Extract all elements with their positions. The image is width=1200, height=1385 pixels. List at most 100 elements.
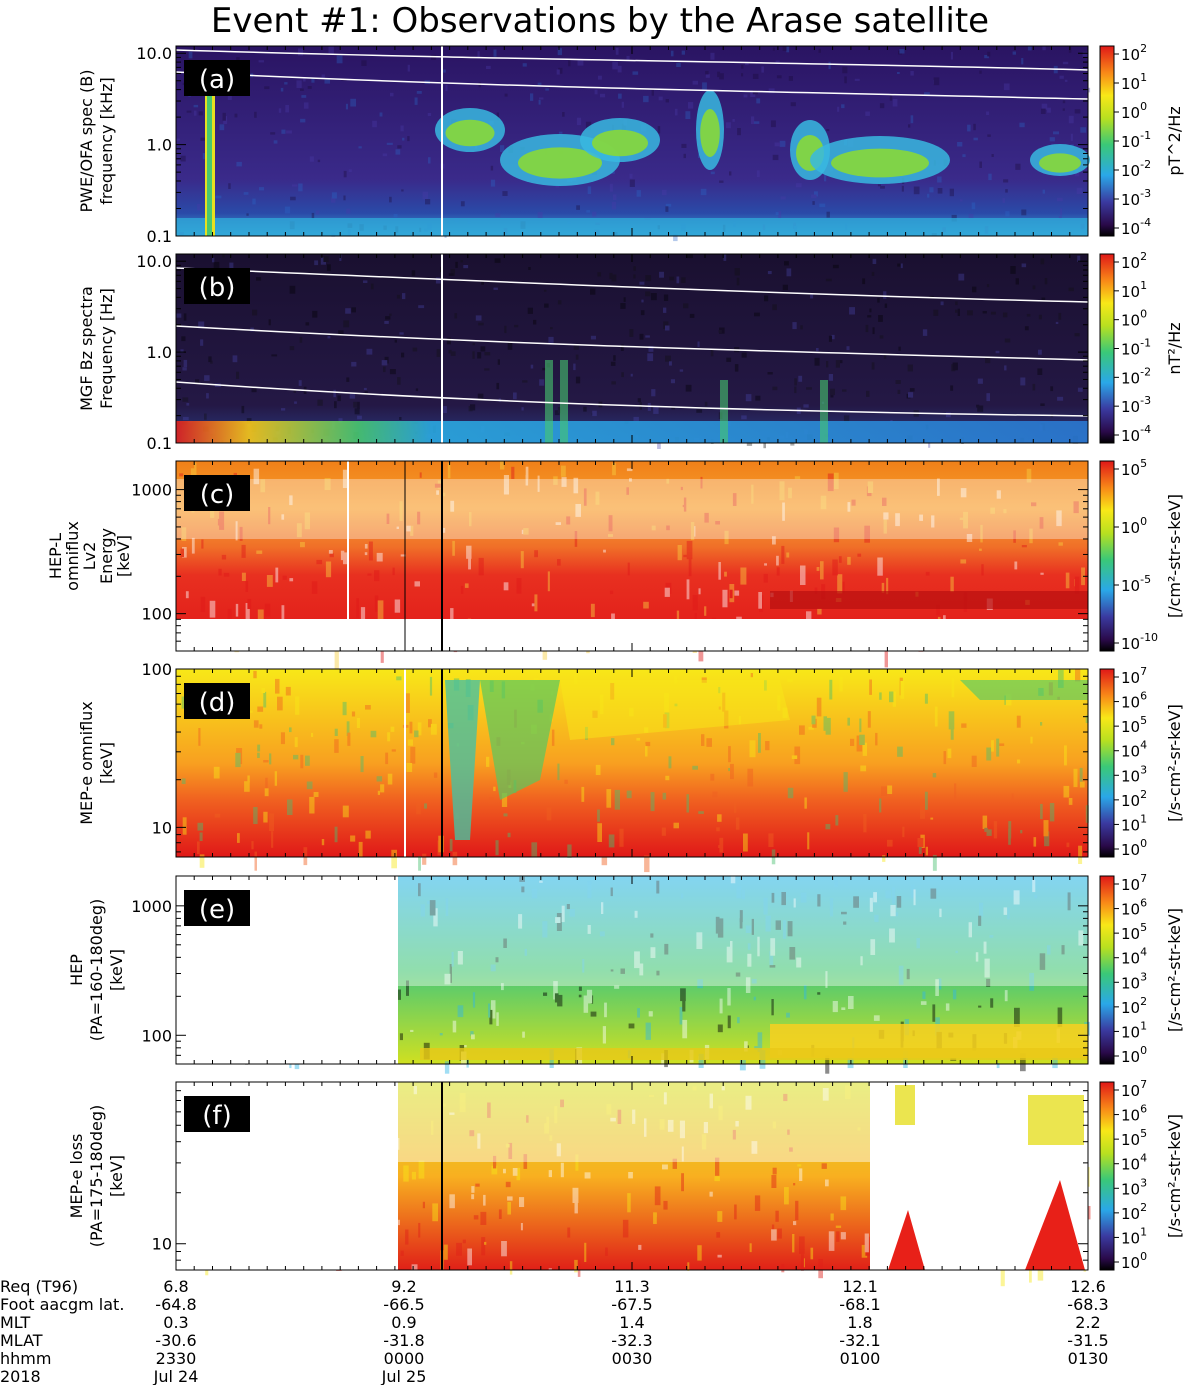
panel-label: (d) (184, 683, 250, 719)
x-tick-value: 11.3 (614, 1277, 650, 1296)
y-tick-label: 0.1 (147, 227, 172, 246)
colorbar-tick-label: 10-10 (1121, 631, 1158, 653)
y-axis-label: (PA=175-180deg) (87, 1105, 106, 1247)
x-tick-value: -68.1 (839, 1295, 880, 1314)
colorbar-label: nT²/Hz (1165, 322, 1184, 374)
colorbar-tick-label: 101 (1121, 279, 1147, 301)
y-axis-label: MEP-e omniflux (77, 701, 96, 825)
y-axis-label: Lv2 (80, 542, 99, 571)
y-axis-label: (PA=160-180deg) (87, 899, 106, 1041)
x-tick-value: 2.2 (1075, 1313, 1100, 1332)
colorbar-tick-label: 107 (1121, 665, 1147, 687)
x-row-label: hhmm (0, 1349, 51, 1368)
x-tick-value: 2330 (156, 1349, 197, 1368)
colorbar-tick-label: 107 (1121, 872, 1147, 894)
y-axis-label: MEP-e loss (67, 1134, 86, 1219)
x-tick-value: 0130 (1068, 1349, 1109, 1368)
colorbar-tick-label: 104 (1121, 946, 1147, 968)
x-tick-value: 12.6 (1070, 1277, 1106, 1296)
x-tick-value: 0.3 (163, 1313, 188, 1332)
y-axis-label: frequency [kHz] (97, 77, 116, 205)
colorbar-tick-label: 103 (1121, 763, 1147, 785)
x-tick-value: Jul 24 (153, 1367, 199, 1385)
x-tick-value: 9.2 (391, 1277, 416, 1296)
colorbar-tick-label: 104 (1121, 1152, 1147, 1174)
panel-label-text: (d) (199, 688, 236, 718)
panel-b: 0.1 1.0 10.0 (b) MGF Bz spectra Frequency [Hz… (77, 250, 1184, 453)
colorbar-label: [/s-cm²-str-keV] (1165, 1114, 1184, 1238)
x-tick-value: -31.8 (383, 1331, 424, 1350)
y-axis-label: HEP-L (46, 533, 65, 579)
y-tick-label: 1000 (131, 481, 172, 500)
colorbar-tick-label: 101 (1121, 71, 1147, 93)
y-axis-label: [keV] (114, 535, 133, 577)
panel-f: 10(f)MEP-e loss (PA=175-180deg) [keV]10710… (67, 1078, 1184, 1287)
panel-label-text: (a) (199, 65, 235, 95)
x-tick-value: 0100 (840, 1349, 881, 1368)
x-row-label: MLT (0, 1313, 31, 1332)
panel-label: (b) (184, 268, 250, 304)
x-tick-value: -67.5 (611, 1295, 652, 1314)
colorbar-tick-label: 103 (1121, 1176, 1147, 1198)
y-tick-label: 10.0 (136, 44, 172, 63)
colorbar-tick-label: 102 (1121, 995, 1147, 1017)
panel-label: (c) (184, 475, 250, 511)
colorbar-tick-label: 10-2 (1121, 365, 1151, 387)
colorbar: 105 100 10-5 10-10 [/cm²-str-s-keV] (1099, 457, 1184, 653)
panel-label-text: (c) (200, 480, 235, 510)
y-tick-label: 1.0 (147, 343, 172, 362)
y-axis-label: [keV] (97, 742, 116, 784)
y-axis-label: [keV] (107, 1155, 126, 1197)
colorbar-tick-label: 101 (1121, 1019, 1147, 1041)
y-axis-label: MGF Bz spectra (77, 286, 96, 411)
colorbar-tick-label: 104 (1121, 739, 1147, 761)
y-tick-label: 0.1 (147, 434, 172, 453)
colorbar-tick-label: 102 (1121, 42, 1147, 64)
y-tick-label: 100 (141, 1026, 172, 1045)
x-tick-value: 6.8 (163, 1277, 188, 1296)
y-tick-label: 10 (152, 818, 172, 837)
colorbar-tick-label: 102 (1121, 1201, 1147, 1223)
x-tick-value: -66.5 (383, 1295, 424, 1314)
y-axis-label: Frequency [Hz] (97, 288, 116, 409)
y-axis-label: omniflux (63, 521, 82, 591)
x-tick-value: 0030 (612, 1349, 653, 1368)
colorbar-tick-label: 10-4 (1121, 423, 1151, 445)
colorbar-tick-label: 100 (1121, 100, 1147, 122)
x-row-label: 2018 (0, 1367, 41, 1385)
colorbar-tick-label: 100 (1121, 515, 1147, 537)
colorbar-tick-label: 100 (1121, 837, 1147, 859)
panel-label-text: (f) (202, 1101, 231, 1131)
colorbar-tick-label: 106 (1121, 690, 1147, 712)
x-tick-value: 12.1 (842, 1277, 878, 1296)
colorbar-tick-label: 10-4 (1121, 216, 1151, 238)
colorbar-tick-label: 100 (1121, 308, 1147, 330)
colorbar-tick-label: 10-3 (1121, 394, 1151, 416)
x-tick-value: -31.5 (1067, 1331, 1108, 1350)
colorbar-tick-label: 10-2 (1121, 158, 1151, 180)
y-axis-label: Energy (97, 528, 116, 584)
y-tick-label: 100 (141, 660, 172, 679)
x-tick-value: 0.9 (391, 1313, 416, 1332)
colorbar-label: [/cm²-str-s-keV] (1165, 494, 1184, 618)
panel-label: (a) (184, 60, 250, 96)
colorbar-label: [/s-cm²-str-keV] (1165, 908, 1184, 1032)
low-frequency-band (176, 218, 1088, 236)
colorbar-tick-label: 101 (1121, 1225, 1147, 1247)
colorbar-tick-label: 10-3 (1121, 187, 1151, 209)
colorbar: 102 101 100 10-1 10-2 10-3 10-4 pT^2/Hz (1099, 42, 1184, 238)
colorbar-tick-label: 10-5 (1121, 573, 1151, 595)
x-tick-value: 1.8 (847, 1313, 872, 1332)
panels: 0.1 1.0 10.0 (a) PWE/OFA spec (B) frequency [… (46, 42, 1184, 1287)
panel-label-text: (e) (199, 895, 235, 925)
figure-title: Event #1: Observations by the Arase sate… (211, 1, 989, 41)
y-tick-label: 1000 (131, 897, 172, 916)
x-tick-value: -32.1 (839, 1331, 880, 1350)
colorbar-tick-label: 100 (1121, 1250, 1147, 1272)
y-tick-label: 10 (152, 1235, 172, 1254)
x-tick-value: 0000 (384, 1349, 425, 1368)
